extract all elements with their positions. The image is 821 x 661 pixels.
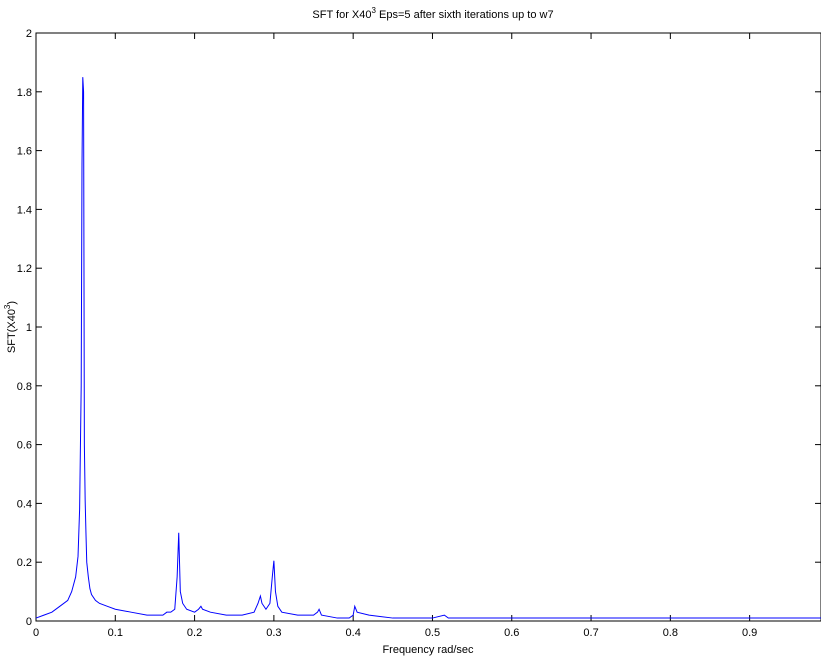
plot-area: 0 0.1 0.2 0.3 0.4 0.5 0.6 0.7 0.8 0.9 00.20.40.60…: [17, 28, 821, 639]
y-axis-ticks: 0 0.2 0.4 0.6 0.8 1 1.2 1.4 1.6 1.8 2: [17, 28, 821, 628]
y-tick-label: 0.4: [17, 498, 32, 510]
y-axis-label: SFT(X403): [3, 301, 18, 353]
y-tick-label: 0: [26, 616, 32, 628]
x-tick-label: 0: [33, 627, 39, 639]
y-axis-label-superscript: 3: [3, 304, 12, 309]
x-tick-label: 0.1: [108, 627, 123, 639]
x-tick-label: 0.7: [583, 627, 598, 639]
x-tick-label: 0.5: [425, 627, 440, 639]
chart-title-rest: Eps=5 after sixth iterations up to w7: [376, 9, 554, 21]
y-tick-label: 1.8: [17, 87, 32, 99]
y-tick-label: 0.6: [17, 440, 32, 452]
series-line: [35, 77, 821, 619]
y-tick-label: 1: [26, 322, 32, 334]
chart-title-main: SFT for X40: [312, 9, 371, 21]
x-tick-label: 0.2: [187, 627, 202, 639]
x-axis-label: Frequency rad/sec: [382, 644, 474, 656]
y-tick-label: 2: [26, 28, 32, 40]
y-axis-label-main: SFT(X40: [6, 309, 18, 353]
y-tick-label: 0.8: [17, 381, 32, 393]
chart-title-superscript: 3: [372, 6, 377, 15]
x-tick-label: 0.4: [346, 627, 361, 639]
chart-title: SFT for X403 Eps=5 after sixth iteration…: [312, 6, 553, 21]
x-axis-ticks: 0 0.1 0.2 0.3 0.4 0.5 0.6 0.7 0.8 0.9: [33, 33, 757, 639]
y-tick-label: 1.2: [17, 263, 32, 275]
y-tick-label: 1.6: [17, 146, 32, 158]
x-tick-label: 0.3: [266, 627, 281, 639]
x-tick-label: 0.9: [742, 627, 757, 639]
y-tick-label: 1.4: [17, 204, 32, 216]
y-axis-label-end: ): [6, 301, 18, 305]
x-tick-label: 0.6: [504, 627, 519, 639]
plot-frame: [35, 32, 821, 622]
y-tick-label: 0.2: [17, 557, 32, 569]
x-tick-label: 0.8: [663, 627, 678, 639]
